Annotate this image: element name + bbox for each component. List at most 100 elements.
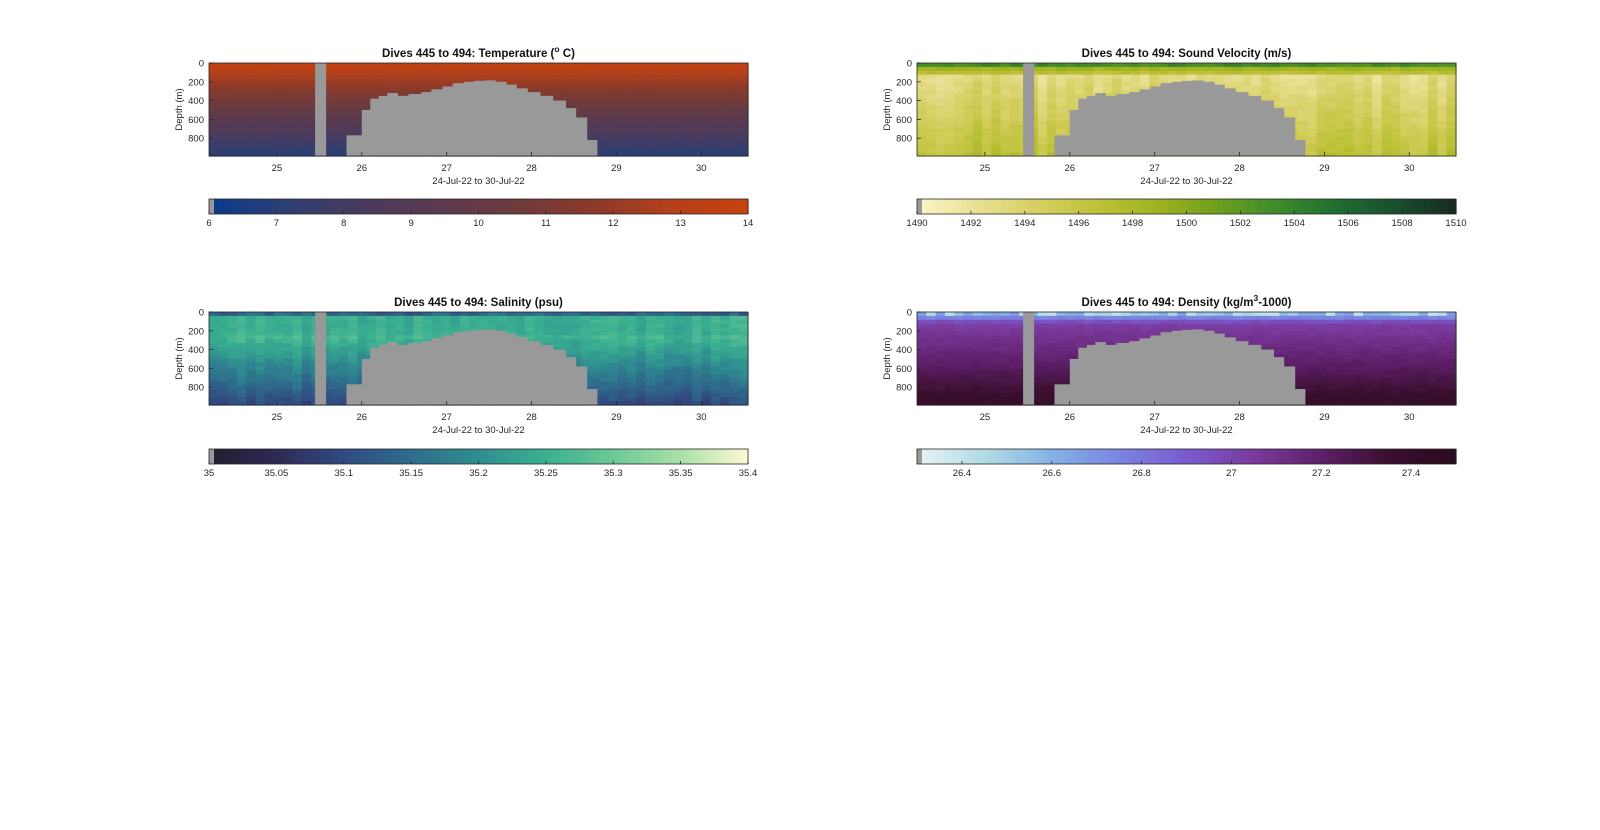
heatmap-cell [264,97,275,103]
heatmap-cell [917,331,927,336]
heatmap-cell [1325,144,1336,149]
heatmap-cell [1307,97,1318,103]
heatmap-cell [562,335,573,340]
heatmap-cell [301,381,312,387]
heatmap-cell [357,319,368,325]
heatmap-cell [227,140,238,145]
heatmap-cell [963,97,974,103]
colorbar-segment [509,199,516,214]
heatmap-cell [1112,86,1123,91]
heatmap-cell [283,319,294,325]
heatmap-cell [972,140,983,145]
heatmap-cell [645,327,656,332]
heatmap-cell [292,144,303,149]
heatmap-cell [599,374,610,379]
heatmap-cell [292,346,303,352]
heatmap-cell [972,393,983,398]
heatmap-cell [944,358,955,363]
heatmap-cell [1056,97,1067,103]
heatmap-cell [701,312,712,317]
heatmap-cell [590,370,600,375]
heatmap-cell [255,132,266,138]
heatmap-cell [1446,66,1457,72]
heatmap-cell [972,66,983,72]
colorbar-segment [595,449,601,464]
heatmap-cell [673,315,684,321]
heatmap-cell [664,78,675,83]
heatmap-cell [580,101,591,107]
heatmap-cell [329,132,340,138]
heatmap-cell [357,101,368,107]
heatmap-cell [227,327,238,332]
heatmap-cell [710,121,721,126]
heatmap-cell [1242,78,1253,83]
heatmap-cell [236,323,247,329]
heatmap-cell [329,113,340,118]
colorbar-segment [1415,199,1421,214]
heatmap-cell [636,74,647,80]
heatmap-cell [1353,113,1364,118]
heatmap-cell [954,144,965,149]
missing-data-mask [1294,140,1306,156]
heatmap-cell [1344,94,1355,99]
heatmap-cell [506,63,517,68]
heatmap-cell [944,385,955,391]
heatmap-cell [339,121,349,126]
colorbar-tick-label: 13 [675,218,686,229]
heatmap-cell [301,113,312,118]
heatmap-cell [935,377,946,383]
heatmap-cell [645,140,656,145]
heatmap-cell [227,113,238,118]
heatmap-cell [218,315,229,321]
heatmap-cell [292,335,303,340]
heatmap-cell [1047,144,1057,149]
heatmap-cell [283,401,294,406]
heatmap-cell [339,366,349,371]
heatmap-cell [1288,101,1299,107]
colorbar-segment [1186,199,1192,214]
heatmap-cell [339,132,349,138]
heatmap-cell [246,152,257,157]
colorbar-segment [667,199,673,214]
heatmap-cell [1307,125,1318,130]
colorbar-tick-label: 14 [743,218,754,229]
heatmap-cell [1381,152,1392,157]
heatmap-cell [627,327,638,332]
heatmap-cell [236,331,247,336]
heatmap-cell [982,97,992,103]
heatmap-cell [590,63,600,68]
heatmap-cell [1381,66,1392,72]
heatmap-cell [571,74,582,80]
heatmap-cell [917,350,927,356]
heatmap-cell [246,97,257,103]
heatmap-cell [1037,82,1048,87]
heatmap-cell [1381,117,1392,122]
heatmap-cell [292,86,303,91]
heatmap-cell [1298,109,1308,114]
heatmap-cell [1400,74,1411,80]
heatmap-cell [246,315,257,321]
heatmap-cell [664,109,675,114]
heatmap-cell [617,385,628,391]
heatmap-cell [636,312,647,317]
heatmap-cell [1400,66,1411,72]
heatmap-cell [274,377,284,383]
heatmap-cell [1335,66,1346,72]
x-tick-label: 27 [441,163,452,174]
heatmap-cell [944,125,955,130]
heatmap-cell [1084,63,1095,68]
heatmap-cell [982,121,992,126]
heatmap-cell [246,339,257,344]
heatmap-cell [917,354,927,360]
heatmap-cell [283,117,294,122]
heatmap-cell [348,315,359,321]
heatmap-cell [255,113,266,118]
colorbar-segment [961,199,968,214]
heatmap-cell [972,113,983,118]
heatmap-cell [738,121,749,126]
heatmap-cell [590,86,600,91]
heatmap-cell [590,82,600,87]
missing-data-mask [506,84,517,156]
heatmap-cell [552,78,563,83]
heatmap-cell [1400,136,1411,142]
